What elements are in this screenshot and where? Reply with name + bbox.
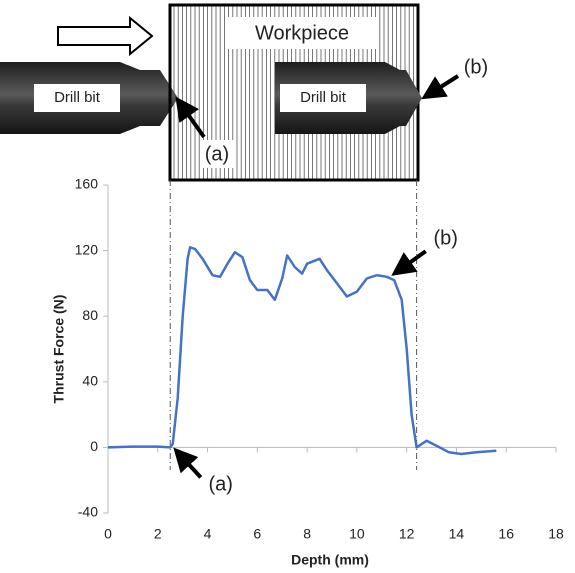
x-tick-label: 4 <box>204 526 212 542</box>
annotation-label: (b) <box>434 227 458 249</box>
drill-label: Drill bit <box>54 89 101 106</box>
y-tick-label: 40 <box>82 373 98 389</box>
y-tick-label: -40 <box>78 504 98 520</box>
pointer-arrow <box>428 76 458 95</box>
y-tick-label: 120 <box>75 241 99 257</box>
x-tick-label: 0 <box>104 526 112 542</box>
workpiece-label: Workpiece <box>255 22 349 44</box>
y-tick-label: 0 <box>90 438 98 454</box>
x-tick-label: 16 <box>498 526 514 542</box>
chart: Depth (mm) Thrust Force (N) -40040801201… <box>51 176 564 568</box>
y-tick-label: 160 <box>75 176 99 192</box>
annotation-arrow <box>179 453 201 477</box>
drill-label: Drill bit <box>300 89 347 106</box>
x-tick-label: 2 <box>154 526 162 542</box>
pointer-arrow <box>180 103 204 137</box>
figure: Workpiece Drill bit Drill bit (a) (b) De… <box>0 0 575 573</box>
x-tick-label: 12 <box>399 526 415 542</box>
annotation-label: (a) <box>208 474 232 496</box>
y-tick-label: 80 <box>82 307 98 323</box>
x-tick-label: 10 <box>349 526 365 542</box>
x-tick-label: 18 <box>548 526 564 542</box>
annotation-arrow <box>398 251 426 271</box>
page: {"diagram": {"workpiece_label": "Workpie… <box>0 0 575 573</box>
point-label: (b) <box>464 56 488 78</box>
x-axis-label: Depth (mm) <box>291 552 369 568</box>
data-line <box>108 247 496 454</box>
x-tick-label: 14 <box>449 526 465 542</box>
y-axis-label: Thrust Force (N) <box>51 295 67 404</box>
feed-arrow <box>58 18 152 54</box>
x-tick-label: 8 <box>303 526 311 542</box>
point-label: (a) <box>205 143 229 165</box>
x-tick-label: 6 <box>253 526 261 542</box>
